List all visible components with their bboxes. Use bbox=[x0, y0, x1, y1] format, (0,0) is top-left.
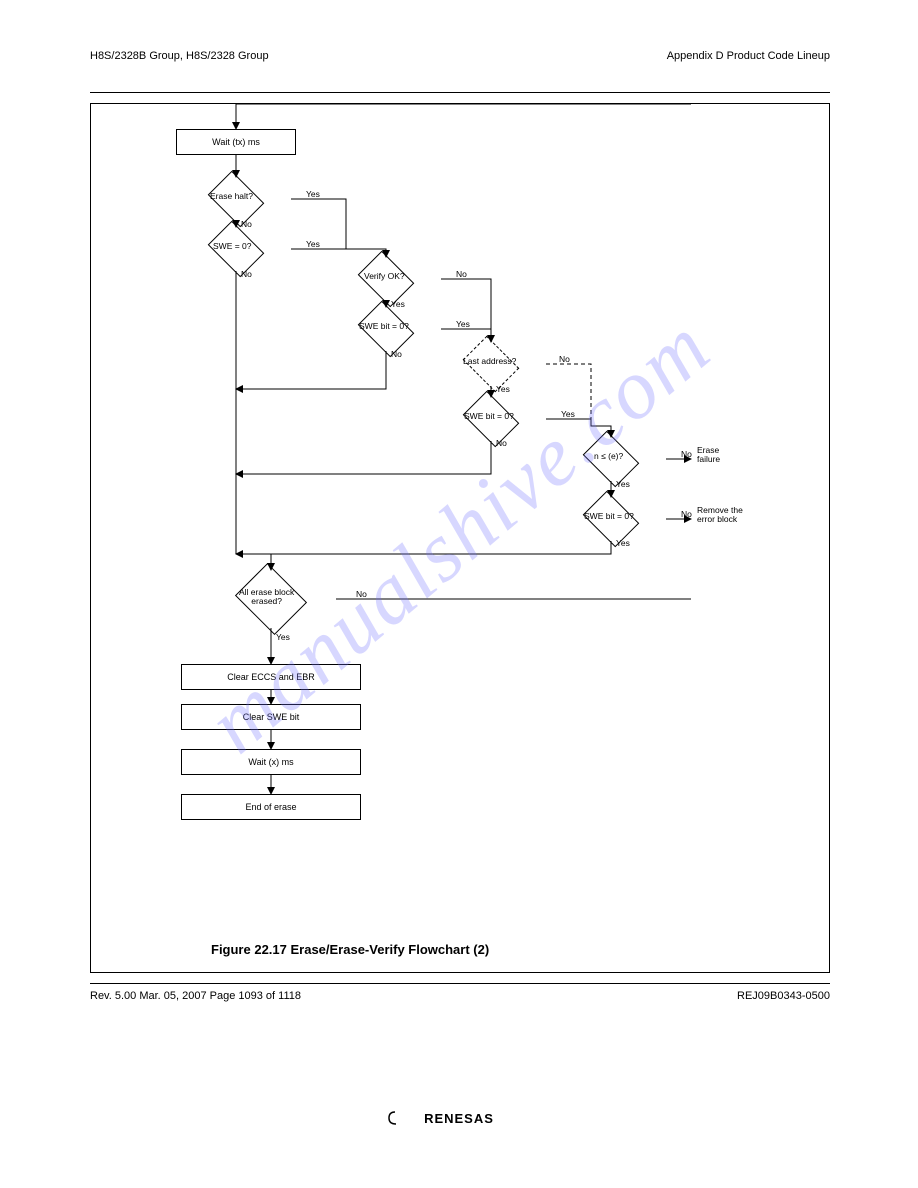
renesas-logo: RENESAS bbox=[384, 1108, 534, 1128]
swe0a-no: No bbox=[241, 269, 252, 279]
swe0d-label: SWE bit = 0? bbox=[584, 512, 634, 521]
last-label: Last address? bbox=[463, 357, 516, 366]
allerase-yes: Yes bbox=[276, 632, 290, 642]
swe0c-label: SWE bit = 0? bbox=[464, 412, 514, 421]
erasehalt-label: Erase halt? bbox=[210, 192, 253, 201]
footer-right: REJ09B0343-0500 bbox=[737, 990, 830, 1002]
node-end: End of erase bbox=[181, 794, 361, 820]
swe0b-no: No bbox=[391, 349, 402, 359]
header-left: H8S/2328B Group, H8S/2328 Group bbox=[90, 50, 269, 62]
swe0b-label: SWE bit = 0? bbox=[359, 322, 409, 331]
verifyok-label: Verify OK? bbox=[364, 272, 405, 281]
erasehalt-yes: Yes bbox=[306, 189, 320, 199]
swe0b-yes: Yes bbox=[456, 319, 470, 329]
swe0d-no: No bbox=[681, 509, 692, 519]
swe0d-yes: Yes bbox=[616, 538, 630, 548]
erasefail-label: Erasefailure bbox=[697, 446, 720, 465]
node-clearswe: Clear SWE bit bbox=[181, 704, 361, 730]
node-clearebr: Clear ECCS and EBR bbox=[181, 664, 361, 690]
nle-no: No bbox=[681, 449, 692, 459]
verifyok-yes: Yes bbox=[391, 299, 405, 309]
footer-rule bbox=[90, 983, 830, 984]
flow-lines bbox=[91, 104, 829, 972]
allerase-label: All erase blockerased? bbox=[239, 588, 294, 607]
end-label: End of erase bbox=[245, 802, 296, 812]
swe0c-yes: Yes bbox=[561, 409, 575, 419]
clearebr-label: Clear ECCS and EBR bbox=[227, 672, 315, 682]
nle-label: n ≤ (e)? bbox=[594, 452, 623, 461]
swe0a-label: SWE = 0? bbox=[213, 242, 252, 251]
last-yes: Yes bbox=[496, 384, 510, 394]
wait1-label: Wait (tx) ms bbox=[212, 137, 260, 147]
nle-yes: Yes bbox=[616, 479, 630, 489]
waitms-label: Wait (x) ms bbox=[248, 757, 293, 767]
header-rule bbox=[90, 92, 830, 93]
svg-text:RENESAS: RENESAS bbox=[424, 1111, 494, 1126]
figure-caption: Figure 22.17 Erase/Erase-Verify Flowchar… bbox=[211, 942, 489, 957]
removeerr-label: Remove theerror block bbox=[697, 506, 743, 525]
last-no: No bbox=[559, 354, 570, 364]
verifyok-no: No bbox=[456, 269, 467, 279]
node-waitms: Wait (x) ms bbox=[181, 749, 361, 775]
erasehalt-no: No bbox=[241, 219, 252, 229]
allerase-no: No bbox=[356, 589, 367, 599]
swe0a-yes: Yes bbox=[306, 239, 320, 249]
clearswe-label: Clear SWE bit bbox=[243, 712, 300, 722]
footer-left: Rev. 5.00 Mar. 05, 2007 Page 1093 of 111… bbox=[90, 990, 301, 1002]
node-wait1: Wait (tx) ms bbox=[176, 129, 296, 155]
flowchart-frame: Wait (tx) ms Erase halt? SWE = 0? Verify… bbox=[90, 103, 830, 973]
header-right: Appendix D Product Code Lineup bbox=[667, 50, 830, 62]
swe0c-no: No bbox=[496, 438, 507, 448]
